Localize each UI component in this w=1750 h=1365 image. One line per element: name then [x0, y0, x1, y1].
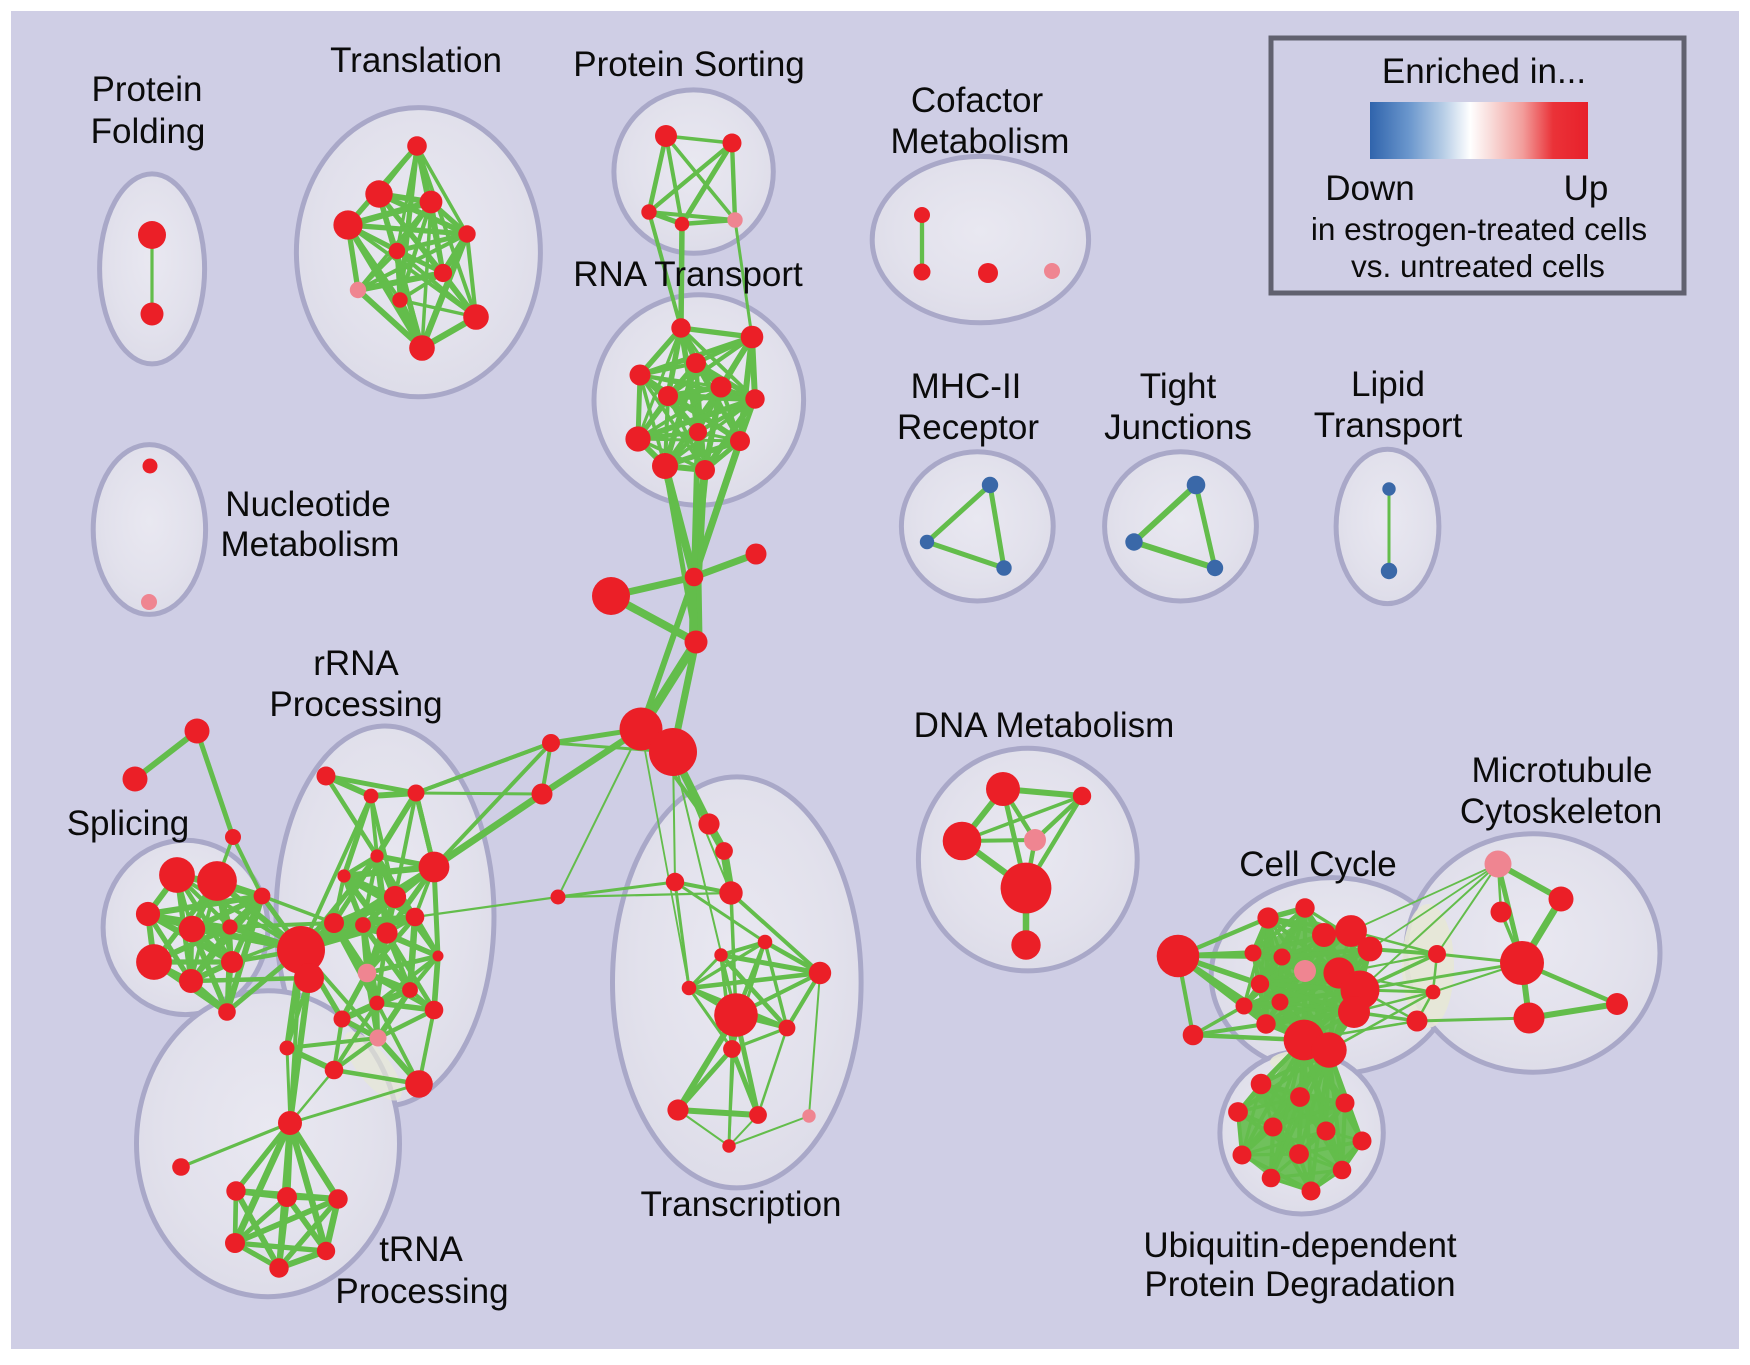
- svg-text:Folding: Folding: [91, 112, 206, 151]
- svg-text:Cytoskeleton: Cytoskeleton: [1460, 792, 1662, 831]
- svg-text:Metabolism: Metabolism: [891, 122, 1070, 161]
- svg-text:Protein Degradation: Protein Degradation: [1144, 1265, 1455, 1304]
- svg-text:Ubiquitin-dependent: Ubiquitin-dependent: [1143, 1226, 1457, 1265]
- svg-text:Splicing: Splicing: [67, 804, 190, 843]
- svg-text:Transport: Transport: [1314, 406, 1463, 445]
- svg-text:Enriched in...: Enriched in...: [1382, 52, 1586, 91]
- svg-text:Cell Cycle: Cell Cycle: [1239, 845, 1397, 884]
- svg-text:RNA Transport: RNA Transport: [573, 255, 803, 294]
- svg-text:Up: Up: [1564, 169, 1609, 208]
- svg-text:Tight: Tight: [1140, 367, 1217, 406]
- svg-text:Translation: Translation: [330, 41, 502, 80]
- svg-text:Protein Sorting: Protein Sorting: [573, 45, 805, 84]
- svg-text:MHC-II: MHC-II: [911, 367, 1022, 406]
- svg-text:Protein: Protein: [92, 70, 203, 109]
- svg-text:Processing: Processing: [335, 1272, 508, 1311]
- svg-text:Lipid: Lipid: [1351, 365, 1425, 404]
- svg-text:Junctions: Junctions: [1104, 408, 1252, 447]
- svg-text:Microtubule: Microtubule: [1472, 751, 1653, 790]
- svg-text:Receptor: Receptor: [897, 408, 1039, 447]
- svg-text:Cofactor: Cofactor: [911, 81, 1044, 120]
- svg-text:in estrogen-treated cells: in estrogen-treated cells: [1311, 211, 1647, 247]
- svg-text:Metabolism: Metabolism: [221, 525, 400, 564]
- svg-text:Down: Down: [1325, 169, 1414, 208]
- svg-text:Transcription: Transcription: [641, 1185, 842, 1224]
- svg-text:vs. untreated cells: vs. untreated cells: [1351, 248, 1605, 284]
- svg-text:DNA Metabolism: DNA Metabolism: [914, 706, 1175, 745]
- svg-text:Processing: Processing: [269, 685, 442, 724]
- svg-text:rRNA: rRNA: [313, 644, 399, 683]
- svg-text:Nucleotide: Nucleotide: [225, 485, 390, 524]
- svg-text:tRNA: tRNA: [379, 1230, 463, 1269]
